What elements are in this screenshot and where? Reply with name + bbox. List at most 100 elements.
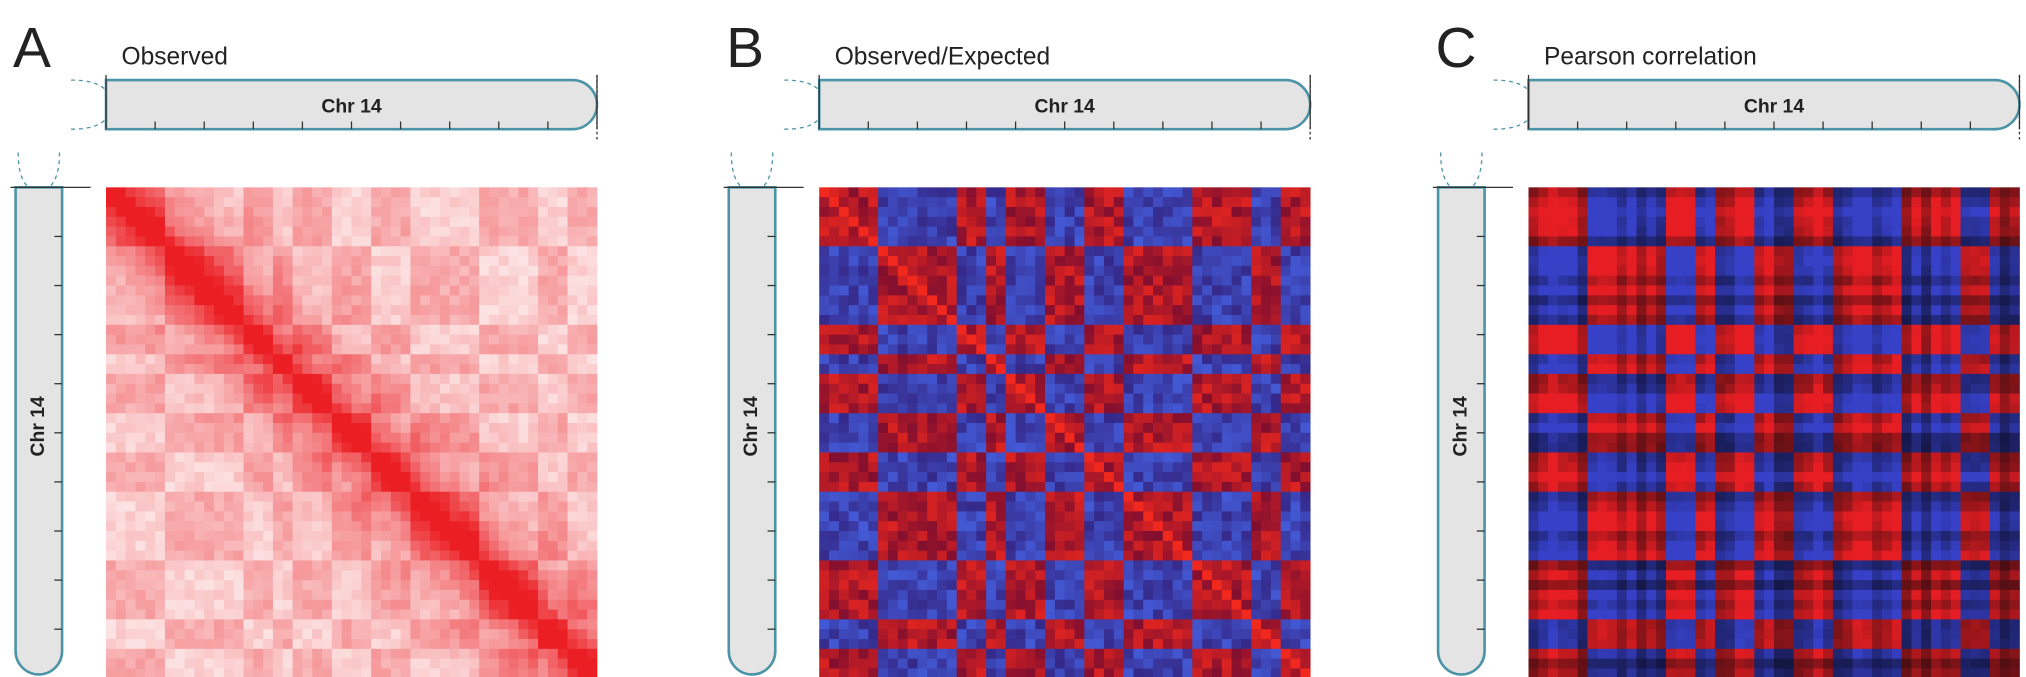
heatmap-cell [243, 197, 253, 207]
heatmap-cell [1035, 256, 1045, 266]
heatmap-cell [878, 276, 888, 286]
heatmap-cell [1251, 187, 1261, 197]
heatmap-cell [1212, 335, 1222, 345]
heatmap-cell [175, 305, 185, 315]
heatmap-cell [440, 629, 450, 639]
heatmap-cell [986, 541, 996, 551]
heatmap-cell [253, 659, 263, 669]
heatmap-cell [917, 276, 927, 286]
heatmap-cell [1025, 295, 1035, 305]
heatmap-cell [937, 423, 947, 433]
heatmap-cell [145, 315, 155, 325]
heatmap-cell [947, 197, 957, 207]
heatmap-cell [302, 187, 312, 197]
heatmap-cell [577, 423, 587, 433]
heatmap-cell [587, 276, 597, 286]
heatmap-cell [1300, 227, 1310, 237]
heatmap-cell [587, 305, 597, 315]
heatmap-cell [361, 610, 371, 620]
heatmap-cell [283, 227, 293, 237]
heatmap-cell [410, 629, 420, 639]
heatmap-cell [947, 610, 957, 620]
heatmap-cell [1114, 295, 1124, 305]
heatmap-cell [1006, 187, 1016, 197]
heatmap-cell [947, 560, 957, 570]
heatmap-cell [214, 236, 224, 246]
heatmap-cell [194, 600, 204, 610]
heatmap-cell [849, 246, 859, 256]
heatmap-cell [234, 659, 244, 669]
heatmap-cell [214, 207, 224, 217]
heatmap-cell [1192, 354, 1202, 364]
heatmap-cell [440, 639, 450, 649]
heatmap-cell [878, 639, 888, 649]
heatmap-cell [1291, 610, 1301, 620]
heatmap-cell [401, 364, 411, 374]
heatmap-cell [332, 384, 342, 394]
heatmap-cell [371, 403, 381, 413]
heatmap-cell [1035, 551, 1045, 561]
heatmap-cell [175, 207, 185, 217]
heatmap-cell [499, 207, 509, 217]
heatmap-cell [1222, 246, 1232, 256]
heatmap-cell [135, 374, 145, 384]
heatmap-cell [1291, 472, 1301, 482]
heatmap-cell [1291, 521, 1301, 531]
heatmap-cell [976, 423, 986, 433]
heatmap-cell [829, 639, 839, 649]
heatmap-cell [509, 570, 519, 580]
heatmap-cell [1035, 384, 1045, 394]
heatmap-cell [293, 187, 303, 197]
heatmap-cell [966, 305, 976, 315]
heatmap-cell [1212, 354, 1222, 364]
heatmap-cell [1055, 492, 1065, 502]
heatmap-cell [1271, 295, 1281, 305]
heatmap-cell [518, 315, 528, 325]
heatmap-cell [1006, 354, 1016, 364]
heatmap-cell [947, 236, 957, 246]
heatmap-cell [185, 246, 195, 256]
heatmap-cell [558, 511, 568, 521]
heatmap-cell [175, 600, 185, 610]
heatmap-cell [165, 335, 175, 345]
heatmap-cell [558, 207, 568, 217]
heatmap-cell [1183, 256, 1193, 266]
heatmap-cell [214, 295, 224, 305]
heatmap-cell [1094, 472, 1104, 482]
heatmap-cell [155, 472, 165, 482]
heatmap-cell [450, 580, 460, 590]
heatmap-cell [1192, 610, 1202, 620]
heatmap-cell [342, 668, 352, 677]
heatmap-cell [371, 423, 381, 433]
heatmap-cell [528, 570, 538, 580]
heatmap-cell [898, 560, 908, 570]
heatmap-cell [976, 354, 986, 364]
heatmap-cell [126, 649, 136, 659]
heatmap-cell [819, 541, 829, 551]
heatmap-cell [155, 531, 165, 541]
heatmap-cell [469, 227, 479, 237]
heatmap-cell [538, 344, 548, 354]
heatmap-cell [322, 364, 332, 374]
heatmap-cell [986, 610, 996, 620]
heatmap-cell [371, 325, 381, 335]
heatmap-cell [1222, 629, 1232, 639]
heatmap-cell [1291, 374, 1301, 384]
heatmap-cell [1163, 462, 1173, 472]
heatmap-cell [243, 610, 253, 620]
heatmap-cell [1016, 551, 1026, 561]
heatmap-cell [1104, 600, 1114, 610]
heatmap-cell [391, 315, 401, 325]
heatmap-cell [342, 629, 352, 639]
heatmap-cell [1202, 374, 1212, 384]
heatmap-cell [243, 187, 253, 197]
heatmap-cell [450, 472, 460, 482]
heatmap-cell [518, 227, 528, 237]
heatmap-cell [1035, 629, 1045, 639]
heatmap-cell [558, 649, 568, 659]
heatmap-cell [214, 472, 224, 482]
heatmap-cell [204, 413, 214, 423]
heatmap-cell [302, 659, 312, 669]
heatmap-cell [1281, 629, 1291, 639]
heatmap-cell [1212, 570, 1222, 580]
